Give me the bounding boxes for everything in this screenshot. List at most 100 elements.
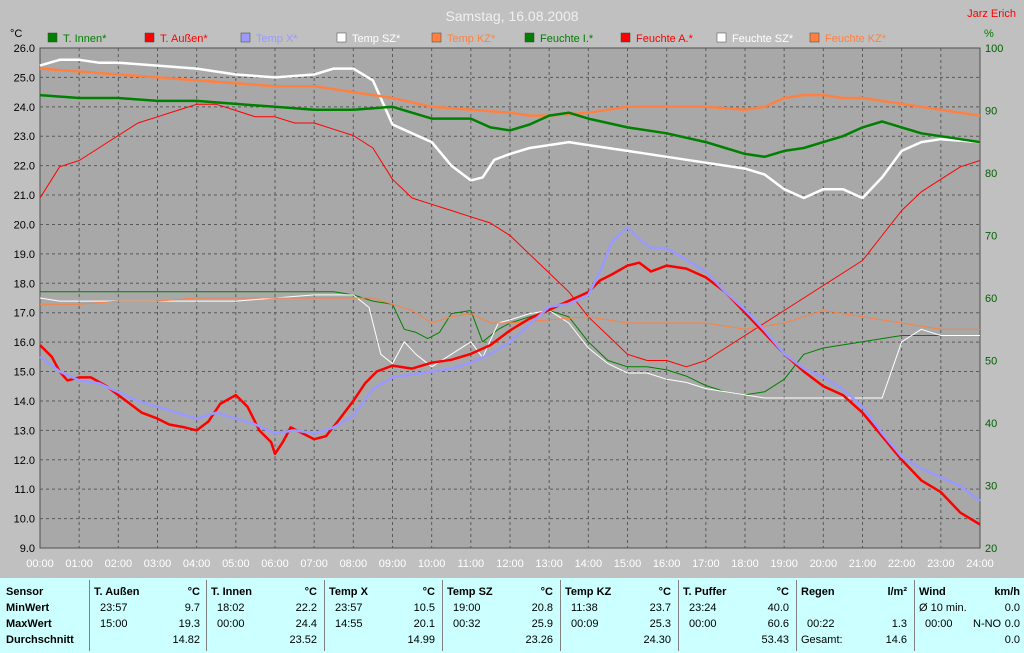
y-left-tick-label: 24.0: [14, 102, 35, 114]
x-tick-label: 23:00: [927, 558, 955, 570]
series-line-6: [39, 103, 981, 368]
x-tick-label: 15:00: [614, 558, 642, 570]
stat-max-value: 25.9: [531, 618, 553, 630]
legend-label: Feuchte I.*: [540, 33, 594, 45]
legend-item: T. Innen*: [47, 32, 107, 45]
y-left-tick-label: 21.0: [14, 190, 35, 202]
y-left-tick-label: 26.0: [14, 43, 35, 55]
stat-col-name: Temp SZ: [447, 586, 493, 598]
y-left-tick-label: 12.0: [14, 455, 35, 467]
stat-avg10-label: Ø 10 min.: [919, 602, 967, 614]
x-tick-label: 14:00: [575, 558, 603, 570]
stat-col-name: Temp KZ: [565, 586, 612, 598]
stat-col-unit: °C: [422, 586, 435, 598]
legend-label: Temp SZ*: [352, 33, 401, 45]
legend-label: Temp KZ*: [447, 33, 496, 45]
legend-item: Feuchte A.*: [620, 32, 694, 45]
stat-col-name: T. Puffer: [683, 586, 727, 598]
stat-col-unit: °C: [540, 586, 553, 598]
stat-avg-value: 0.0: [1004, 634, 1020, 646]
stat-max-value: 24.4: [295, 618, 317, 630]
stat-avg-value: 14.82: [172, 634, 200, 646]
stats-col-t-innen: T. Innen °C 18:02 22.2 00:00 24.4 23.52: [209, 578, 321, 653]
x-tick-label: 17:00: [692, 558, 720, 570]
stats-header-label: Sensor: [6, 586, 44, 598]
stat-avg-value: 23.26: [525, 634, 553, 646]
stat-min-value: 9.7: [184, 602, 200, 614]
stat-avg-value: 24.30: [643, 634, 671, 646]
stat-avg-value: 23.52: [289, 634, 317, 646]
y-right-tick-label: 90: [985, 106, 997, 118]
stat-min-time: 19:00: [453, 602, 481, 614]
y-left-tick-label: 9.0: [20, 543, 35, 555]
y-right-unit: %: [984, 28, 994, 40]
legend-item: Feuchte I.*: [524, 32, 594, 45]
y-right-tick-label: 50: [985, 356, 997, 368]
x-tick-label: 12:00: [496, 558, 524, 570]
stat-min-value: 23.7: [649, 602, 671, 614]
legend-label: T. Innen*: [63, 33, 107, 45]
stat-avg-value: 14.99: [407, 634, 435, 646]
legend-swatch: [240, 32, 251, 43]
stats-col-t-puffer: T. Puffer °C 23:24 40.0 00:00 60.6 53.43: [681, 578, 793, 653]
x-tick-label: 19:00: [770, 558, 798, 570]
series-line-5: [40, 291, 980, 396]
y-left-tick-label: 15.0: [14, 367, 35, 379]
stat-max-value: 20.1: [413, 618, 435, 630]
legend-swatch: [620, 32, 631, 43]
stats-col-temp-kz: Temp KZ °C 11:38 23.7 00:09 25.3 24.30: [563, 578, 675, 653]
stat-col-unit: °C: [187, 586, 200, 598]
stat-col-name: T. Außen: [94, 586, 140, 598]
x-tick-label: 10:00: [418, 558, 446, 570]
stat-col-name: T. Innen: [211, 586, 252, 598]
series-line-8: [40, 297, 980, 330]
stat-col-unit: l/m²: [887, 586, 907, 598]
stats-col-t-aussen: T. Außen °C 23:57 9.7 15:00 19.3 14.82: [92, 578, 204, 653]
y-left-tick-label: 11.0: [14, 484, 35, 496]
y-left-tick-label: 22.0: [14, 161, 35, 173]
stat-max-value: 25.3: [649, 618, 671, 630]
legend-label: Feuchte SZ*: [732, 33, 794, 45]
author-label: Jarz Erich: [967, 8, 1016, 20]
stat-max-value: 19.3: [178, 618, 200, 630]
x-tick-label: 09:00: [379, 558, 407, 570]
stats-col-regen: Regen l/m² 00:22 1.3 Gesamt: 14.6: [799, 578, 911, 653]
y-right-tick-label: 30: [985, 481, 997, 493]
y-right-tick-label: 80: [985, 168, 997, 180]
stats-panel: Sensor MinWert MaxWert Durchschnitt T. A…: [0, 578, 1024, 653]
stat-col-unit: °C: [658, 586, 671, 598]
x-tick-label: 11:00: [457, 558, 484, 570]
stat-max-direction: N-NO: [973, 618, 1002, 630]
chart: 00:00 01:00 02:00 03:00 04:00 05:00 06:00 07:00…: [10, 8, 1016, 570]
stat-max-value: 0.0: [1004, 618, 1020, 630]
series-line-3: [39, 58, 981, 200]
x-tick-label: 24:00: [966, 558, 994, 570]
x-tick-label: 16:00: [653, 558, 681, 570]
stats-max-label: MaxWert: [6, 618, 52, 630]
y-right-tick-label: 100: [985, 43, 1003, 55]
stat-min-value: 40.0: [767, 602, 789, 614]
stats-min-label: MinWert: [6, 602, 50, 614]
stat-col-unit: °C: [304, 586, 317, 598]
series-line-4: [39, 67, 981, 117]
legend-label: Feuchte KZ*: [825, 33, 887, 45]
legend-item: Temp SZ*: [336, 32, 401, 45]
stat-avg-value: 53.43: [761, 634, 789, 646]
x-tick-label: 06:00: [261, 558, 289, 570]
stat-total-value: 14.6: [885, 634, 907, 646]
stat-max-time: 14:55: [335, 618, 363, 630]
stat-min-time: 23:57: [335, 602, 363, 614]
stat-total-label: Gesamt:: [801, 634, 843, 646]
y-left-tick-label: 23.0: [14, 131, 35, 143]
stat-max-time: 00:00: [217, 618, 245, 630]
legend-item: T. Außen*: [144, 32, 208, 45]
legend-item: Feuchte SZ*: [716, 32, 794, 45]
y-left-tick-label: 10.0: [14, 514, 35, 526]
x-tick-label: 02:00: [105, 558, 133, 570]
y-right-tick-label: 20: [985, 543, 997, 555]
x-tick-label: 22:00: [888, 558, 916, 570]
stat-min-time: 23:24: [689, 602, 717, 614]
series-line-7: [39, 294, 980, 399]
stat-max-time: 00:00: [689, 618, 717, 630]
x-tick-label: 08:00: [340, 558, 368, 570]
